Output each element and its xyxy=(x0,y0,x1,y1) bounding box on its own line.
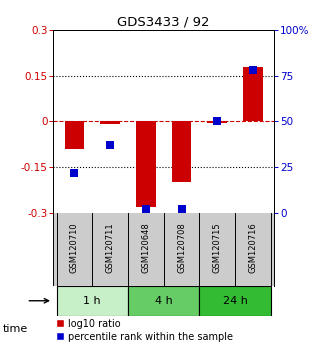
Bar xyxy=(65,121,84,149)
Bar xyxy=(172,121,191,182)
Text: GSM120648: GSM120648 xyxy=(141,222,150,273)
Text: 4 h: 4 h xyxy=(155,296,173,306)
Title: GDS3433 / 92: GDS3433 / 92 xyxy=(117,16,210,29)
Point xyxy=(143,206,148,212)
Point xyxy=(250,68,256,73)
Bar xyxy=(56,286,128,316)
Point xyxy=(72,170,77,175)
Bar xyxy=(207,121,227,123)
Text: 1 h: 1 h xyxy=(83,296,101,306)
Point xyxy=(179,206,184,212)
Bar xyxy=(199,286,271,316)
Point xyxy=(108,142,113,148)
Text: GSM120710: GSM120710 xyxy=(70,223,79,273)
Bar xyxy=(243,67,263,121)
Text: GSM120708: GSM120708 xyxy=(177,222,186,273)
Bar xyxy=(100,121,120,125)
Text: GSM120711: GSM120711 xyxy=(106,223,115,273)
Bar xyxy=(128,286,199,316)
Text: time: time xyxy=(3,324,29,333)
Text: GSM120716: GSM120716 xyxy=(248,222,257,273)
Text: GSM120715: GSM120715 xyxy=(213,223,222,273)
Point xyxy=(215,119,220,124)
Bar xyxy=(136,121,156,207)
Text: 24 h: 24 h xyxy=(223,296,247,306)
Legend: log10 ratio, percentile rank within the sample: log10 ratio, percentile rank within the … xyxy=(56,319,233,342)
